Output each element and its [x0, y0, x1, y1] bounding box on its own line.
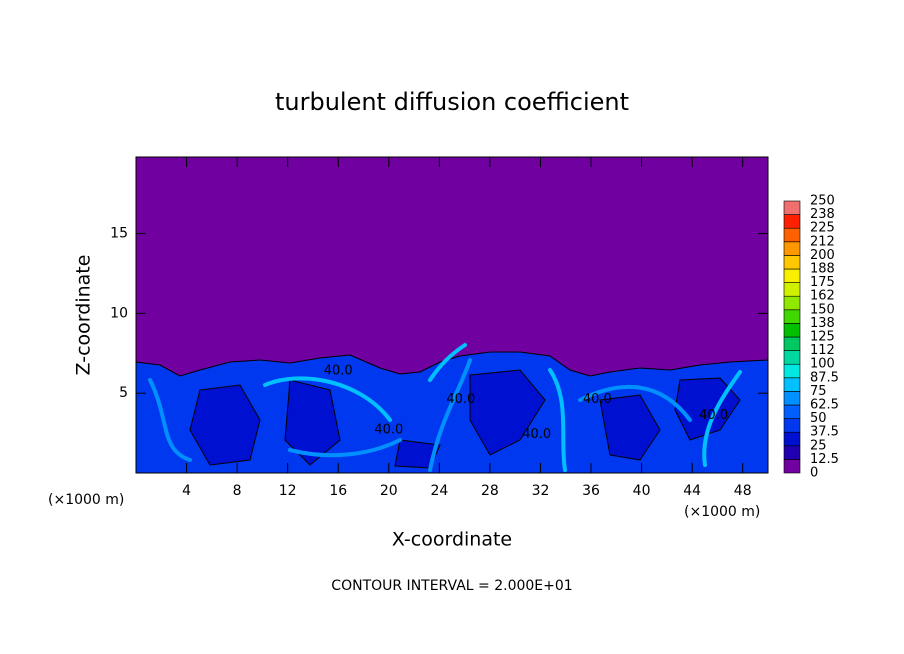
colorbar-label: 75	[810, 384, 827, 399]
colorbar-box	[783, 227, 801, 243]
x-tick-label: 40	[633, 483, 651, 499]
colorbar-label: 162	[810, 289, 835, 304]
x-tick-label: 16	[329, 483, 347, 499]
x-tick-label: 24	[430, 483, 448, 499]
colorbar-label: 250	[810, 194, 835, 209]
colorbar-label: 25	[810, 438, 827, 453]
high-streak	[428, 343, 467, 382]
colorbar-box	[783, 391, 801, 406]
colorbar-box	[783, 377, 801, 392]
contour-label: 40.0	[374, 422, 403, 437]
y-tick-label: 10	[110, 305, 128, 321]
colorbar-box	[783, 431, 801, 447]
colorbar-label: 125	[810, 330, 835, 345]
note: CONTOUR INTERVAL = 2.000E+01	[331, 578, 572, 594]
low-region	[284, 379, 341, 466]
colorbar-label: 12.5	[810, 452, 839, 467]
colorbar-label: 50	[810, 411, 827, 426]
colorbar-box	[783, 268, 801, 283]
colorbar-label: 175	[810, 275, 835, 290]
high-streak	[578, 384, 692, 422]
x-scale-label: (×1000 m)	[684, 504, 760, 520]
plot-frame	[135, 156, 769, 474]
high-streak	[148, 378, 192, 462]
y-axis-label: Z-coordinate	[73, 255, 95, 376]
y-tick-label: 5	[119, 385, 128, 401]
contour-label: 40.0	[522, 427, 551, 442]
high-streak	[702, 370, 742, 467]
x-tick-label: 32	[532, 483, 550, 499]
colorbar-label: 225	[810, 221, 835, 236]
colorbar-box	[783, 323, 801, 338]
high-streak	[263, 376, 392, 422]
x-tick-label: 8	[233, 483, 242, 499]
x-tick-label: 48	[734, 483, 752, 499]
colorbar-box	[783, 459, 801, 474]
colorbar-box	[783, 309, 801, 324]
colorbar-label: 212	[810, 234, 835, 249]
contour-label: 40.0	[699, 408, 728, 423]
y-scale-label: (×1000 m)	[48, 492, 124, 508]
x-tick-label: 36	[582, 483, 600, 499]
colorbar-box	[783, 404, 801, 419]
colorbar-box	[783, 214, 801, 229]
high-streak	[548, 368, 567, 472]
y-tick-label: 15	[110, 226, 128, 242]
colorbar-label: 138	[810, 316, 835, 331]
colorbar-box	[783, 241, 801, 256]
colorbar-label: 238	[810, 207, 835, 222]
colorbar-box	[783, 200, 801, 215]
x-tick-label: 28	[481, 483, 499, 499]
colorbar-box	[783, 350, 801, 365]
field	[135, 157, 769, 474]
colorbar-box	[783, 445, 801, 460]
colorbar-box	[783, 282, 801, 297]
colorbar-box	[783, 336, 801, 351]
contour-label: 40.0	[446, 392, 475, 407]
x-tick-label: 12	[279, 483, 297, 499]
contour-label: 40.0	[583, 392, 612, 407]
colorbar-label: 87.5	[810, 370, 839, 385]
low-region	[599, 394, 661, 461]
colorbar-label: 37.5	[810, 425, 839, 440]
colorbar-box	[783, 295, 801, 311]
colorbar-label: 200	[810, 248, 835, 263]
colorbar-label: 0	[810, 466, 818, 481]
colorbar-label: 188	[810, 262, 835, 277]
colorbar-label: 62.5	[810, 398, 839, 413]
colorbar-label: 112	[810, 343, 835, 358]
colorbar-label: 100	[810, 357, 835, 372]
high-streak	[288, 438, 402, 458]
x-tick-label: 44	[683, 483, 701, 499]
x-tick-label: 20	[380, 483, 398, 499]
colorbar-label: 150	[810, 302, 835, 317]
chart-title: turbulent diffusion coefficient	[275, 88, 629, 116]
high-streak	[428, 358, 472, 472]
x-tick-label: 4	[182, 483, 191, 499]
low-region	[469, 369, 546, 456]
low-region	[189, 384, 261, 466]
colorbar-box	[783, 255, 801, 270]
colorbar-box	[783, 363, 801, 379]
contour-label: 40.0	[324, 363, 353, 378]
x-axis-label: X-coordinate	[392, 529, 512, 551]
colorbar-box	[783, 418, 801, 433]
